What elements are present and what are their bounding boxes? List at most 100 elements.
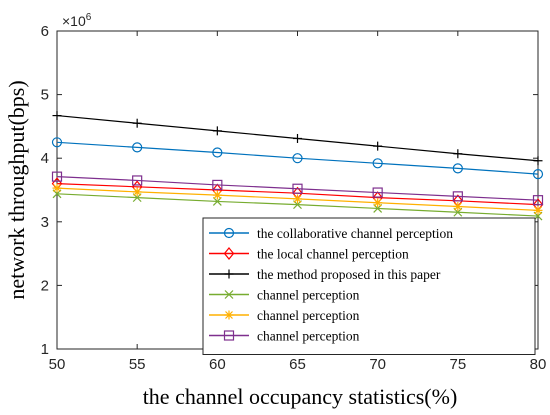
data-point-marker <box>52 111 62 121</box>
series-6 <box>51 171 544 206</box>
data-point-marker <box>292 153 303 164</box>
asterisk-marker-b <box>293 194 302 203</box>
legend-item: channel perception <box>209 329 360 344</box>
asterisk-marker-b <box>534 206 542 215</box>
data-point-marker <box>452 163 463 174</box>
legend: the collaborative channel perception the … <box>202 217 536 355</box>
circle-marker-shape <box>212 147 223 158</box>
square-marker-shape <box>132 175 143 186</box>
circle-marker-shape <box>452 163 463 174</box>
legend-swatch-marker <box>224 290 234 299</box>
legend-item: channel perception <box>209 288 360 303</box>
y-axis-exponent-base: ×10 <box>62 13 86 29</box>
series-line <box>56 141 539 175</box>
data-point-marker <box>212 126 222 136</box>
square-marker-shape <box>372 187 383 198</box>
x-marker-b <box>212 197 222 206</box>
data-point-marker <box>132 118 142 128</box>
series-layer <box>51 111 544 221</box>
x-tick-label: 50 <box>49 356 66 373</box>
data-point-marker <box>212 147 223 158</box>
data-point-marker <box>292 183 303 194</box>
square-marker-shape <box>51 171 63 182</box>
diamond-marker-shape <box>223 247 235 260</box>
data-point-marker <box>453 149 463 159</box>
data-point-marker <box>373 141 383 151</box>
series-3 <box>52 111 543 166</box>
legend-label: channel perception <box>257 288 360 303</box>
data-point-marker <box>52 183 62 193</box>
square-marker-shape <box>212 179 223 191</box>
series-line <box>56 176 539 201</box>
legend-swatch-marker <box>223 330 235 341</box>
data-point-marker <box>132 175 143 186</box>
x-tick-label: 60 <box>209 356 226 373</box>
data-point-marker <box>212 179 223 191</box>
legend-label: channel perception <box>257 308 360 323</box>
data-point-marker <box>293 133 302 143</box>
circle-marker-shape <box>292 153 303 164</box>
circle-marker-shape <box>372 158 383 169</box>
legend-item: the method proposed in this paper <box>209 267 441 282</box>
y-tick-label: 4 <box>41 150 49 167</box>
asterisk-marker-b <box>213 191 222 200</box>
asterisk-marker-b <box>133 187 142 196</box>
legend-label: channel perception <box>257 329 360 344</box>
legend-swatch-marker <box>224 310 234 320</box>
x-tick-label: 70 <box>369 356 386 373</box>
series-1 <box>51 137 544 180</box>
legend-swatch-marker <box>223 247 235 260</box>
data-point-marker <box>532 169 544 180</box>
data-point-marker <box>372 187 383 198</box>
y-tick-label: 3 <box>41 214 49 231</box>
data-point-marker <box>132 187 142 197</box>
x-tick-label: 80 <box>530 356 547 373</box>
y-tick-label: 5 <box>41 87 49 104</box>
legend-item: the local channel perception <box>209 247 409 262</box>
square-marker-shape <box>292 183 303 194</box>
legend-label: the local channel perception <box>257 247 409 262</box>
x-tick-label: 55 <box>129 356 146 373</box>
data-point-marker <box>212 197 222 206</box>
legend-swatch-marker <box>224 269 234 279</box>
data-point-marker <box>51 137 63 148</box>
circle-marker-shape <box>132 142 143 153</box>
asterisk-marker-b <box>53 184 61 193</box>
series-5 <box>52 183 543 215</box>
y-tick-label: 2 <box>41 277 49 294</box>
y-axis-exponent-power: 6 <box>86 12 92 23</box>
data-point-marker <box>533 205 543 215</box>
data-point-marker <box>533 156 543 166</box>
data-point-marker <box>453 202 463 212</box>
circle-marker-shape <box>223 227 235 239</box>
legend-label: the collaborative channel perception <box>257 226 453 241</box>
asterisk-marker-b <box>373 198 382 207</box>
y-tick-label: 6 <box>41 23 49 40</box>
square-marker-shape <box>452 191 463 202</box>
y-tick-label: 1 <box>41 341 49 358</box>
data-point-marker <box>532 195 544 206</box>
legend-item: the collaborative channel perception <box>209 226 453 241</box>
x-axis-label: the channel occupancy statistics(%) <box>143 384 458 409</box>
data-point-marker <box>373 198 383 208</box>
y-axis-label: network throughput(bps) <box>4 80 29 299</box>
asterisk-marker-b <box>225 311 233 319</box>
x-tick-label: 65 <box>289 356 306 373</box>
data-point-marker <box>132 142 143 153</box>
y-axis-exponent: ×106 <box>62 12 92 29</box>
square-marker-shape <box>223 330 235 341</box>
legend-box <box>202 217 536 355</box>
legend-label: the method proposed in this paper <box>257 267 441 282</box>
data-point-marker <box>293 194 302 204</box>
data-point-marker <box>212 190 222 200</box>
data-point-marker <box>51 171 63 182</box>
x-tick-label: 75 <box>449 356 466 373</box>
asterisk-marker-b <box>453 202 462 211</box>
x-marker-b <box>224 290 234 299</box>
data-point-marker <box>372 158 383 169</box>
circle-marker-shape <box>51 137 63 148</box>
circle-marker-shape <box>532 169 544 180</box>
square-marker-shape <box>532 195 544 206</box>
legend-swatch-marker <box>223 227 235 239</box>
